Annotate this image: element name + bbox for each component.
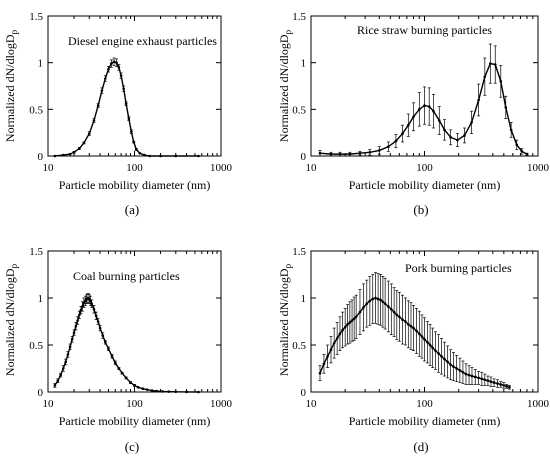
series-line [54, 60, 199, 157]
y-tick-label: 0 [38, 387, 44, 399]
panel-annotation: Rice straw burning particles [357, 23, 492, 37]
y-tick-label: 1.5 [292, 11, 306, 23]
series-1 [53, 292, 200, 394]
x-tick-label: 10 [306, 162, 318, 174]
x-tick-label: 10 [43, 162, 55, 174]
y-tick-label: 1.5 [29, 11, 43, 23]
y-axis-label: Normalized dN/dlogDp [277, 29, 293, 142]
y-axis-label-subscript: p [9, 29, 19, 34]
y-axis-label-main: Normalized dN/dlogD [277, 268, 291, 376]
panel-caption: (a) [125, 202, 139, 217]
y-axis-label-subscript: p [283, 29, 293, 34]
panel-annotation: Diesel engine exhaust particles [68, 34, 217, 48]
y-tick-label: 1.5 [29, 246, 43, 258]
y-tick-label: 0.5 [29, 104, 43, 116]
panel-annotation: Pork burning particles [405, 261, 512, 275]
x-tick-label: 100 [126, 162, 143, 174]
x-tick-label: 100 [416, 162, 433, 174]
chart-panel-1: 0 0.5 1 1.5 10 100 1000 Diesel engine exhaust p… [3, 11, 233, 217]
y-axis-label: Normalized dN/dlogDp [277, 263, 293, 376]
series-1 [318, 272, 511, 390]
y-tick-label: 0 [38, 151, 44, 163]
x-tick-label: 1000 [210, 162, 233, 174]
x-tick-label: 10 [43, 398, 55, 410]
x-axis-label: Particle mobility diameter (nm) [349, 178, 501, 192]
x-axis-label: Particle mobility diameter (nm) [59, 414, 211, 428]
x-tick-label: 1000 [527, 162, 550, 174]
series-line [319, 297, 510, 388]
y-tick-label: 1 [301, 58, 307, 70]
chart-panel-3: 0 0.5 1 1.5 10 100 1000 Coal burning particles P… [3, 246, 233, 454]
x-tick-label: 10 [306, 398, 318, 410]
y-tick-label: 0.5 [292, 104, 306, 116]
y-axis-label-main: Normalized dN/dlogD [3, 34, 17, 142]
y-axis-label-main: Normalized dN/dlogD [277, 34, 291, 142]
plot-frame [310, 15, 539, 157]
chart-panel-4: 0 0.5 1 1.5 10 100 1000 Pork burning particles P… [277, 246, 550, 454]
y-tick-label: 1.5 [292, 246, 306, 258]
chart-panel-2: 0 0.5 1 1.5 10 100 1000 Rice straw burning part… [277, 11, 550, 217]
panel-caption: (c) [125, 439, 139, 454]
y-tick-label: 1 [38, 293, 44, 305]
y-tick-label: 0.5 [29, 340, 43, 352]
x-tick-label: 100 [416, 398, 433, 410]
y-tick-label: 0 [301, 387, 307, 399]
y-tick-label: 1 [301, 293, 307, 305]
panel-caption: (b) [413, 202, 428, 217]
y-axis-label-subscript: p [9, 263, 19, 268]
y-tick-label: 1 [38, 58, 44, 70]
x-axis-label: Particle mobility diameter (nm) [349, 414, 501, 428]
panel-caption: (d) [413, 439, 428, 454]
y-axis-label: Normalized dN/dlogDp [3, 29, 19, 142]
y-axis-label-main: Normalized dN/dlogD [3, 268, 17, 376]
series-1 [53, 57, 200, 158]
y-axis-label: Normalized dN/dlogDp [3, 263, 19, 376]
x-tick-label: 1000 [527, 398, 550, 410]
y-tick-label: 0 [301, 151, 307, 163]
y-axis-label-subscript: p [283, 263, 293, 268]
y-tick-label: 0.5 [292, 340, 306, 352]
x-tick-label: 100 [126, 398, 143, 410]
panel-annotation: Coal burning particles [73, 269, 180, 283]
series-1 [318, 43, 529, 157]
series-line [54, 297, 199, 393]
x-axis-label: Particle mobility diameter (nm) [59, 178, 211, 192]
x-tick-label: 1000 [210, 398, 233, 410]
series-line [319, 62, 528, 155]
